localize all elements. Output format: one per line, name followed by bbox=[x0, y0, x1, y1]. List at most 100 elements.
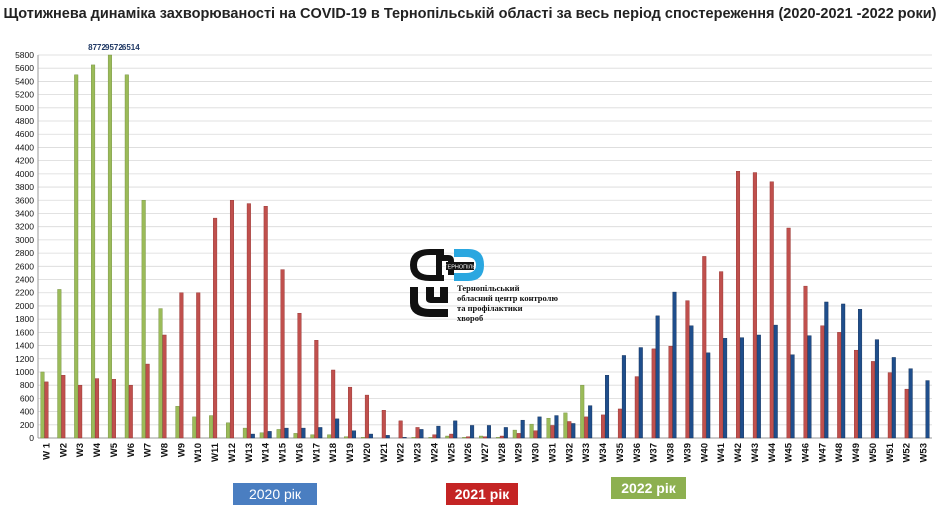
y-tick-label: 2600 bbox=[15, 261, 34, 271]
bar-W43-s1 bbox=[752, 172, 757, 439]
logo-u-shape bbox=[410, 287, 448, 317]
peak-annotation: 9572 bbox=[105, 43, 123, 52]
bar-W34-s1 bbox=[601, 414, 606, 439]
bar-W18-s2 bbox=[327, 434, 332, 439]
x-tick-label: W15 bbox=[278, 442, 289, 462]
bar-W26-s1 bbox=[466, 436, 471, 439]
x-tick-label: W27 bbox=[480, 443, 491, 463]
x-tick-label: W20 bbox=[362, 443, 373, 463]
bar-W28-s2 bbox=[495, 437, 500, 439]
bar-W22-s1 bbox=[398, 420, 403, 439]
x-tick-label: W19 bbox=[345, 443, 356, 463]
y-tick-label: 5200 bbox=[15, 90, 34, 100]
x-tick-label: W2 bbox=[58, 443, 69, 457]
y-tick-label: 4800 bbox=[15, 116, 34, 126]
bar-W31-s0 bbox=[554, 415, 559, 439]
bar-W47-s1 bbox=[820, 325, 825, 439]
bars bbox=[40, 54, 930, 439]
bar-W14-s1 bbox=[263, 206, 268, 439]
x-tick-label: W18 bbox=[328, 443, 339, 463]
bar-W20-s0 bbox=[368, 433, 373, 439]
bar-W8-s2 bbox=[158, 308, 163, 439]
bar-W35-s1 bbox=[617, 408, 622, 439]
bar-W9-s2 bbox=[175, 406, 180, 439]
x-tick-label: W31 bbox=[547, 442, 558, 462]
bar-W42-s1 bbox=[736, 171, 741, 439]
x-tick-label: W51 bbox=[885, 442, 896, 462]
bar-W11-s2 bbox=[209, 415, 214, 439]
bar-W17-s1 bbox=[314, 340, 319, 439]
x-tick-label: W35 bbox=[615, 442, 626, 462]
bar-W3-s2 bbox=[74, 74, 79, 439]
x-tick-label: W39 bbox=[682, 443, 693, 463]
x-tick-label: W10 bbox=[193, 443, 204, 463]
bar-W21-s0 bbox=[385, 435, 390, 439]
bar-W10-s2 bbox=[192, 416, 197, 439]
bar-W28-s1 bbox=[499, 435, 504, 439]
y-tick-label: 5600 bbox=[15, 63, 34, 73]
bar-W37-s0 bbox=[655, 315, 660, 439]
bar-W23-s2 bbox=[411, 437, 416, 439]
x-tick-label: W9 bbox=[176, 443, 187, 457]
y-tick-label: 4000 bbox=[15, 169, 34, 179]
bar-W30-s0 bbox=[537, 416, 542, 439]
bar-W23-s1 bbox=[415, 427, 420, 439]
x-tick-label: W52 bbox=[902, 443, 913, 463]
bar-W35-s0 bbox=[621, 355, 626, 439]
y-tick-label: 3600 bbox=[15, 195, 34, 205]
bar-W6-s1 bbox=[128, 384, 133, 439]
bar-W38-s1 bbox=[668, 346, 673, 439]
x-tick-label: W23 bbox=[413, 443, 424, 463]
bar-W7-s2 bbox=[141, 200, 146, 439]
x-tick-label: W26 bbox=[463, 443, 474, 463]
bar-W50-s0 bbox=[874, 339, 879, 439]
bar-W41-s0 bbox=[723, 338, 728, 439]
bar-W28-s0 bbox=[503, 427, 508, 439]
bar-W48-s1 bbox=[837, 332, 842, 439]
bar-W45-s1 bbox=[786, 227, 791, 439]
y-tick-label: 5000 bbox=[15, 103, 34, 113]
peak-annotation: 6514 bbox=[122, 43, 140, 52]
bar-W22-s0 bbox=[402, 437, 407, 439]
y-tick-label: 400 bbox=[20, 407, 34, 417]
y-tick-label: 2800 bbox=[15, 248, 34, 258]
x-tick-label: W32 bbox=[564, 443, 575, 463]
x-tick-label: W3 bbox=[75, 443, 86, 457]
bar-W40-s0 bbox=[706, 352, 711, 439]
logo-text-line: та профілактики bbox=[457, 303, 523, 313]
bar-W30-s1 bbox=[533, 430, 538, 439]
chart-title: Щотижнева динаміка захворюваності на COV… bbox=[3, 6, 937, 22]
bar-W42-s0 bbox=[739, 337, 744, 439]
x-tick-label: W36 bbox=[632, 443, 643, 463]
x-tick-label: W12 bbox=[227, 443, 238, 463]
bar-W38-s0 bbox=[672, 291, 677, 439]
bar-W16-s0 bbox=[301, 427, 306, 439]
y-tick-label: 1200 bbox=[15, 354, 34, 364]
bar-W32-s1 bbox=[567, 421, 572, 439]
bar-W33-s2 bbox=[580, 384, 585, 439]
bar-W32-s2 bbox=[563, 412, 568, 439]
bar-W29-s0 bbox=[520, 419, 525, 439]
y-tick-label: 3400 bbox=[15, 208, 34, 218]
bar-W43-s0 bbox=[756, 334, 761, 439]
x-tick-label: W8 bbox=[160, 443, 171, 457]
logo-d-shape bbox=[454, 249, 484, 281]
bar-W48-s0 bbox=[841, 303, 846, 439]
x-tick-label: W48 bbox=[834, 443, 845, 463]
x-tick-label: W38 bbox=[666, 443, 677, 463]
x-tick-label: W41 bbox=[716, 442, 727, 462]
x-tick-label: W16 bbox=[294, 443, 305, 463]
bar-W25-s2 bbox=[445, 435, 450, 439]
y-tick-label: 1600 bbox=[15, 327, 34, 337]
bar-W33-s0 bbox=[588, 405, 593, 439]
x-tick-label: W43 bbox=[750, 443, 761, 463]
bar-W51-s0 bbox=[891, 357, 896, 439]
bar-W18-s0 bbox=[335, 418, 340, 439]
bar-W5-s1 bbox=[111, 379, 116, 439]
bar-W33-s1 bbox=[584, 416, 589, 439]
bar-W10-s1 bbox=[196, 292, 201, 439]
bar-W4-s1 bbox=[95, 378, 100, 439]
y-tick-label: 3000 bbox=[15, 235, 34, 245]
x-tick-label: W50 bbox=[868, 443, 879, 463]
